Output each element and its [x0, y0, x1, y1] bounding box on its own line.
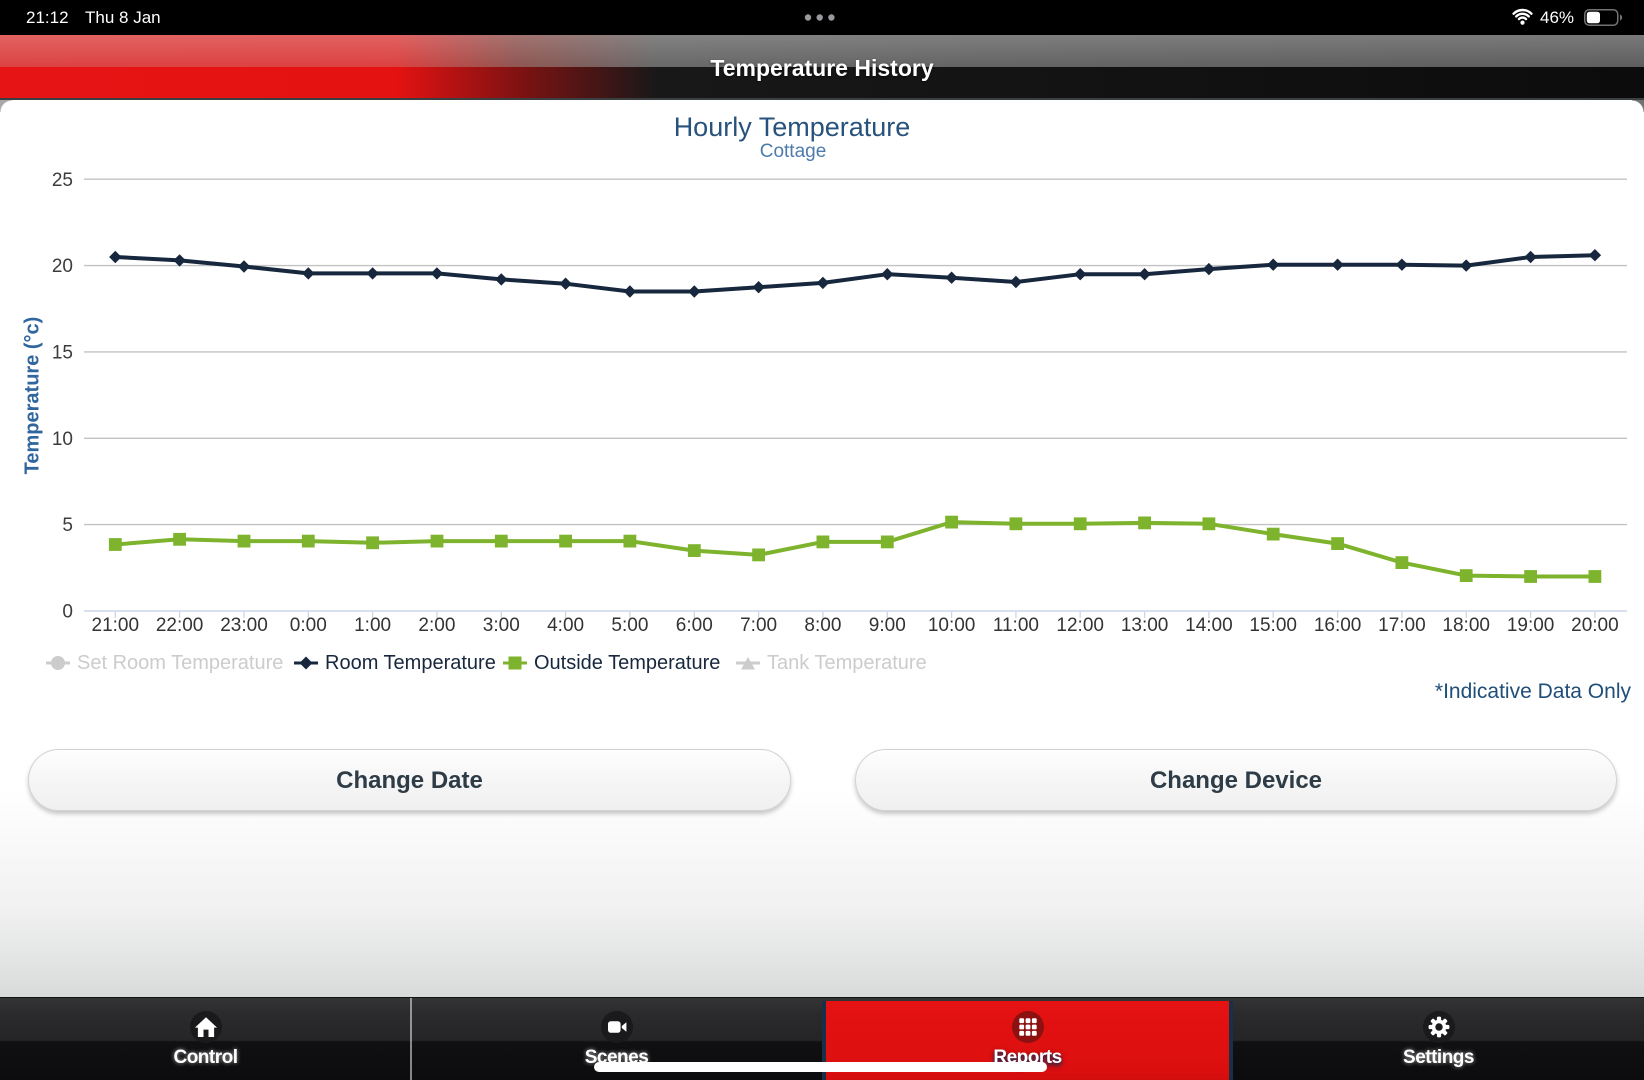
- svg-text:5: 5: [62, 515, 73, 536]
- svg-text:0: 0: [62, 602, 73, 623]
- svg-text:19:00: 19:00: [1507, 615, 1555, 636]
- svg-text:11:00: 11:00: [993, 615, 1039, 636]
- svg-text:14:00: 14:00: [1185, 615, 1233, 636]
- svg-text:9:00: 9:00: [869, 615, 906, 636]
- svg-text:13:00: 13:00: [1121, 615, 1169, 636]
- svg-text:5:00: 5:00: [611, 615, 648, 636]
- svg-text:15: 15: [52, 342, 73, 363]
- svg-text:3:00: 3:00: [483, 615, 520, 636]
- svg-text:10: 10: [52, 429, 73, 450]
- svg-text:6:00: 6:00: [676, 615, 713, 636]
- svg-text:8:00: 8:00: [804, 615, 841, 636]
- svg-text:10:00: 10:00: [928, 615, 976, 636]
- svg-text:4:00: 4:00: [547, 615, 584, 636]
- svg-text:12:00: 12:00: [1056, 615, 1104, 636]
- svg-text:21:00: 21:00: [92, 615, 140, 636]
- svg-text:22:00: 22:00: [156, 615, 204, 636]
- svg-text:20: 20: [52, 256, 73, 277]
- svg-text:0:00: 0:00: [290, 615, 327, 636]
- svg-text:25: 25: [52, 170, 73, 191]
- svg-text:17:00: 17:00: [1378, 615, 1426, 636]
- svg-text:18:00: 18:00: [1442, 615, 1490, 636]
- svg-text:1:00: 1:00: [354, 615, 391, 636]
- svg-text:15:00: 15:00: [1249, 615, 1297, 636]
- svg-text:23:00: 23:00: [220, 615, 268, 636]
- svg-text:2:00: 2:00: [418, 615, 455, 636]
- svg-text:7:00: 7:00: [740, 615, 777, 636]
- svg-text:20:00: 20:00: [1571, 615, 1619, 636]
- svg-text:16:00: 16:00: [1314, 615, 1362, 636]
